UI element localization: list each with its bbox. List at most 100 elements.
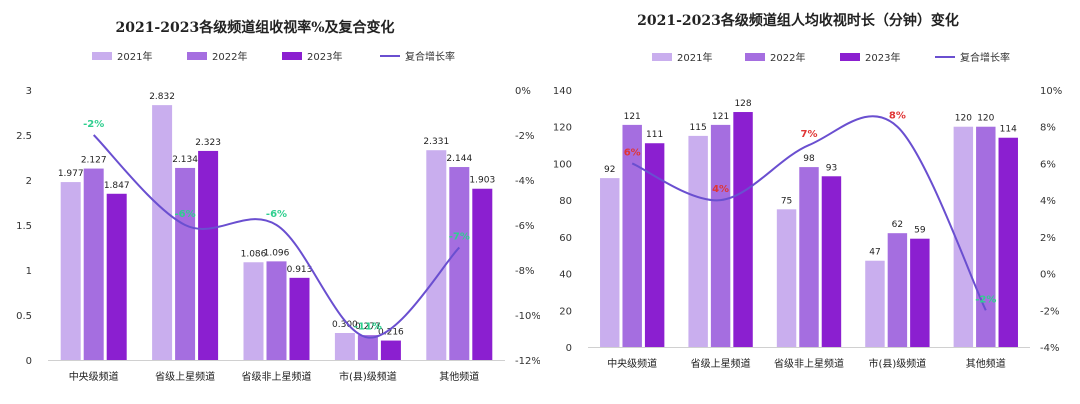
growth-rate-line [92,134,461,339]
bar-value-label: 1.977 [58,169,84,179]
category-label: 中央级频道 [607,357,657,370]
legend-label: 2022年 [770,51,805,64]
y-tick-label: 0.5 [16,311,32,322]
bar [152,105,173,361]
bar-value-label: 2.323 [195,138,221,148]
growth-rate-label: 7% [801,129,818,140]
y2-tick-label: 8% [1040,123,1056,134]
bar [998,137,1018,347]
growth-rate-label: -2% [975,294,996,305]
y-tick-label: 100 [553,159,572,170]
bar-value-label: 1.086 [241,249,267,259]
growth-rate-label: -6% [175,209,196,220]
bar-value-label: 111 [646,130,663,140]
bar-value-label: 121 [712,112,729,122]
category-label: 省级非上星频道 [774,357,844,370]
category-label: 省级上星频道 [155,370,215,383]
category-label: 省级上星频道 [691,357,751,370]
bar-value-label: 115 [690,123,707,133]
bar-value-label: 1.847 [104,181,130,191]
y2-tick-label: 10% [1040,86,1062,97]
legend-swatch [92,52,112,60]
bar [334,333,355,360]
bar-value-label: 2.127 [81,156,107,166]
y2-tick-label: 6% [1040,159,1056,170]
y-tick-label: 2 [26,176,32,187]
bar [175,167,196,360]
y-tick-label: 2.5 [16,131,32,142]
growth-rate-label: -7% [449,232,470,243]
bar [865,260,885,347]
bar [83,168,104,360]
bar-value-label: 62 [892,220,903,230]
growth-rate-label: 6% [624,147,641,158]
y-tick-label: 80 [559,196,572,207]
y-tick-label: 1 [26,266,32,277]
growth-rate-line [631,115,987,311]
y2-tick-label: -10% [515,311,540,322]
legend-label: 2022年 [212,50,247,63]
legend-swatch [187,52,207,60]
bar [953,126,974,347]
bar-value-label: 1.903 [469,176,495,186]
category-label: 省级非上星频道 [242,370,312,383]
legend-label: 2023年 [865,51,900,64]
category-label: 中央级频道 [69,370,119,383]
bar [710,124,731,347]
growth-rate-label: -6% [266,209,287,220]
category-label: 其他频道 [966,357,1006,370]
y-tick-label: 3 [26,86,32,97]
bar-value-label: 0.913 [287,265,313,275]
bar [600,178,620,347]
bar [357,335,378,360]
bar [887,233,908,347]
viewing-duration-chart: 2021-2023各级频道组人均收视时长（分钟）变化 2021年 2022年 2023… [553,12,1062,370]
growth-rate-label: 8% [889,111,906,122]
bar [449,167,470,360]
bar-value-label: 0.216 [378,328,404,338]
bar-value-label: 47 [869,248,880,258]
legend-label: 复合增长率 [960,51,1010,64]
y2-tick-label: -6% [515,221,534,232]
bar [821,176,842,347]
chart-title: 2021-2023各级频道组收视率%及复合变化 [115,19,394,36]
category-label: 其他频道 [439,370,479,383]
y2-tick-label: -12% [515,356,540,367]
bar [289,277,310,360]
bar-value-label: 120 [977,114,994,124]
legend-swatch [282,52,302,60]
bar-value-label: 1.096 [264,248,290,258]
bar-value-label: 2.134 [172,155,198,165]
legend-label: 2021年 [677,51,712,64]
bar [266,261,287,360]
legend-label: 2021年 [117,50,152,63]
bar-value-label: 121 [624,112,641,122]
legend-swatch [840,53,860,61]
bar-value-label: 92 [604,165,615,175]
legend-swatch [652,53,672,61]
growth-rate-label: 4% [712,184,729,195]
legend-swatch [745,53,765,61]
y-tick-label: 0 [566,343,572,354]
y-tick-label: 20 [559,306,572,317]
bar-value-label: 59 [914,226,926,236]
growth-rate-label: -11% [354,322,382,333]
legend-label: 复合增长率 [405,50,455,63]
bar [472,188,493,360]
y-tick-label: 1.5 [16,221,32,232]
y2-tick-label: -4% [1040,343,1059,354]
y2-tick-label: -2% [1040,306,1059,317]
y-tick-label: 60 [559,233,572,244]
bar [910,238,930,347]
bar [733,112,753,348]
bar-value-label: 114 [1000,125,1017,135]
y-tick-label: 0 [26,356,32,367]
bar [380,340,401,360]
y2-tick-label: -2% [515,131,534,142]
bar [644,143,665,347]
bar-value-label: 75 [781,196,792,206]
viewing-rate-chart: 2021-2023各级频道组收视率%及复合变化 2021年 2022年 2023年 复合… [16,19,540,383]
y2-tick-label: -8% [515,266,534,277]
bar [426,150,447,360]
